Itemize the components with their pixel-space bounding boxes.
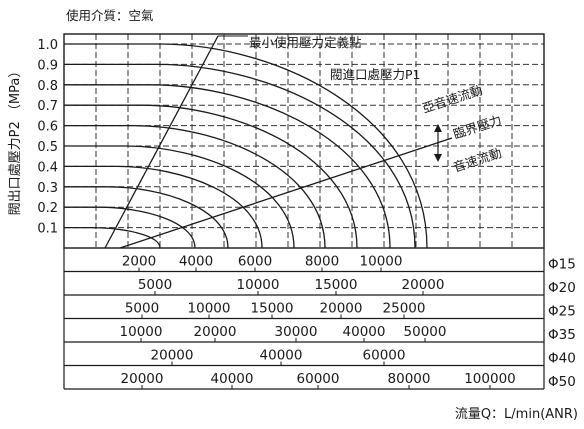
scale-tick-label: 20000 xyxy=(194,324,237,340)
annotation-min-pressure: 最小使用壓力定義點 xyxy=(249,35,362,50)
scale-tick-label: 40000 xyxy=(343,324,386,340)
y-tick-label: 0.9 xyxy=(37,58,58,73)
scale-size-label: Φ25 xyxy=(548,304,576,320)
scale-tick-label: 30000 xyxy=(275,324,318,340)
pressure-curve xyxy=(64,124,326,249)
scale-tick-label: 40000 xyxy=(260,348,303,364)
scale-tick-label: 10000 xyxy=(237,277,280,293)
scale-tick-label: 60000 xyxy=(363,348,406,364)
scale-tick-label: 8000 xyxy=(305,254,339,270)
scale-size-label: Φ50 xyxy=(548,374,576,390)
annotation-subsonic: 亞音速流動 xyxy=(420,82,484,116)
scale-tick-label: 4000 xyxy=(179,254,213,270)
scale-tick-label: 60000 xyxy=(297,371,340,387)
scale-tick-label: 5000 xyxy=(138,277,172,293)
scale-tick-label: 15000 xyxy=(251,301,294,317)
arrow-head-down xyxy=(434,154,442,162)
y-tick-label: 0.5 xyxy=(37,140,58,155)
pressure-curve xyxy=(64,104,358,249)
y-tick-label: 0.7 xyxy=(37,99,58,114)
scale-tick-label: 6000 xyxy=(238,254,272,270)
scale-tick-label: 100000 xyxy=(464,371,516,387)
pressure-curve xyxy=(64,186,229,249)
y-tick-label: 0.3 xyxy=(37,181,58,196)
y-tick-label: 0.6 xyxy=(37,120,58,135)
x-axis-label: 流量Q：L/min(ANR) xyxy=(455,407,578,422)
y-axis-ticks: 1.0 0.9 0.8 0.7 0.6 0.5 0.4 0.3 0.2 0.1 xyxy=(37,38,58,237)
min-pressure-line xyxy=(104,35,219,249)
scale-tick-label: 20000 xyxy=(151,348,194,364)
scale-size-label: Φ15 xyxy=(548,257,576,273)
grid-lines xyxy=(64,34,544,248)
scale-size-label: Φ40 xyxy=(548,351,576,367)
scale-tick-label: 15000 xyxy=(315,277,358,293)
medium-label: 使用介質：空氣 xyxy=(66,8,154,23)
scale-tick-label: 80000 xyxy=(388,371,431,387)
scale-tick-label: 5000 xyxy=(125,301,159,317)
annotation-sonic: 音速流動 xyxy=(451,145,503,175)
pressure-curve xyxy=(64,43,428,249)
scale-tick-label: 20000 xyxy=(402,277,445,293)
scale-tick-label: 25000 xyxy=(383,301,426,317)
critical-pressure-line xyxy=(119,137,453,249)
pressure-curve xyxy=(64,165,263,249)
pressure-curve xyxy=(64,145,295,249)
y-tick-label: 0.1 xyxy=(37,222,58,237)
y-tick-label: 1.0 xyxy=(37,38,58,53)
scale-tick-label: 20000 xyxy=(320,301,363,317)
plot-frame xyxy=(63,33,545,249)
pressure-curve xyxy=(64,84,391,249)
scale-tick-label: 2000 xyxy=(122,254,156,270)
y-tick-label: 0.2 xyxy=(37,201,58,216)
scale-tick-label: 10000 xyxy=(120,324,163,340)
scale-tick-label: 50000 xyxy=(404,324,447,340)
pressure-curves xyxy=(64,43,428,249)
scale-size-label: Φ35 xyxy=(548,327,576,343)
scale-tick-label: 40000 xyxy=(211,371,254,387)
scale-tick-label: 10000 xyxy=(188,301,231,317)
arrow-head-up xyxy=(434,124,442,132)
pressure-curve xyxy=(64,63,416,249)
y-axis-label: 閥出口處壓力P2 （MPa） xyxy=(8,65,23,216)
y-tick-label: 0.8 xyxy=(37,79,58,94)
annotation-critical: 臨界壓力 xyxy=(451,112,503,142)
scale-tick-label: 10000 xyxy=(360,254,403,270)
annotation-inlet-pressure: 閥進口處壓力P1 xyxy=(330,67,421,82)
y-tick-label: 0.4 xyxy=(37,160,58,175)
boundary-lines xyxy=(104,35,453,249)
scale-tick-label: 20000 xyxy=(121,371,164,387)
pressure-curve xyxy=(64,206,196,249)
scale-size-label: Φ20 xyxy=(548,280,576,296)
pressure-curve xyxy=(64,226,161,249)
